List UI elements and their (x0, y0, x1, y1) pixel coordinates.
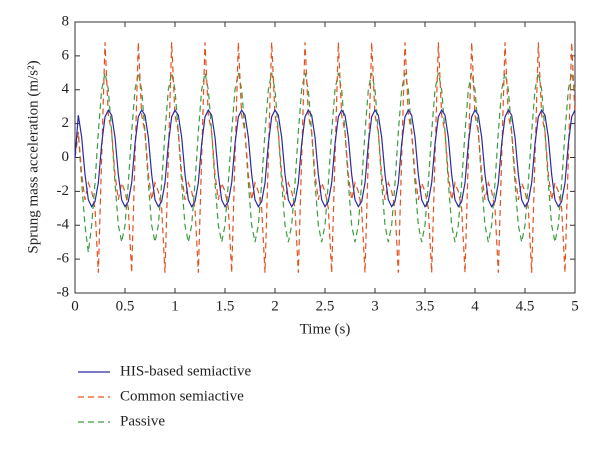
data-line (74, 72, 576, 253)
x-tick-label: 2.5 (316, 298, 335, 314)
y-axis-label: Sprung mass acceleration (m/s²) (25, 60, 41, 253)
y-tick-label: -6 (57, 251, 70, 267)
x-tick-label: 0.5 (116, 298, 135, 314)
y-tick-label: 4 (62, 81, 70, 97)
legend-label: Common semiactive (120, 388, 244, 404)
y-tick-label: 2 (62, 115, 70, 131)
x-tick-label: 4 (471, 298, 479, 314)
x-tick-label: 3 (371, 298, 379, 314)
x-tick-label: 0 (71, 298, 79, 314)
y-tick-label: 6 (62, 47, 70, 63)
legend-label: HIS-based semiactive (120, 363, 252, 379)
y-tick-label: -2 (57, 183, 70, 199)
x-tick-label: 1.5 (216, 298, 235, 314)
data-line (74, 108, 576, 208)
x-tick-label: 4.5 (516, 298, 535, 314)
y-tick-label: -8 (57, 284, 70, 300)
y-tick-label: -4 (57, 217, 70, 233)
x-tick-label: 1 (171, 298, 179, 314)
legend-label: Passive (120, 413, 165, 429)
y-tick-label: 8 (62, 13, 70, 29)
x-tick-label: 5 (571, 298, 579, 314)
x-axis-label: Time (s) (300, 321, 351, 337)
x-tick-label: 3.5 (416, 298, 435, 314)
data-line (74, 42, 576, 273)
y-tick-label: 0 (62, 149, 70, 165)
x-tick-label: 2 (271, 298, 279, 314)
